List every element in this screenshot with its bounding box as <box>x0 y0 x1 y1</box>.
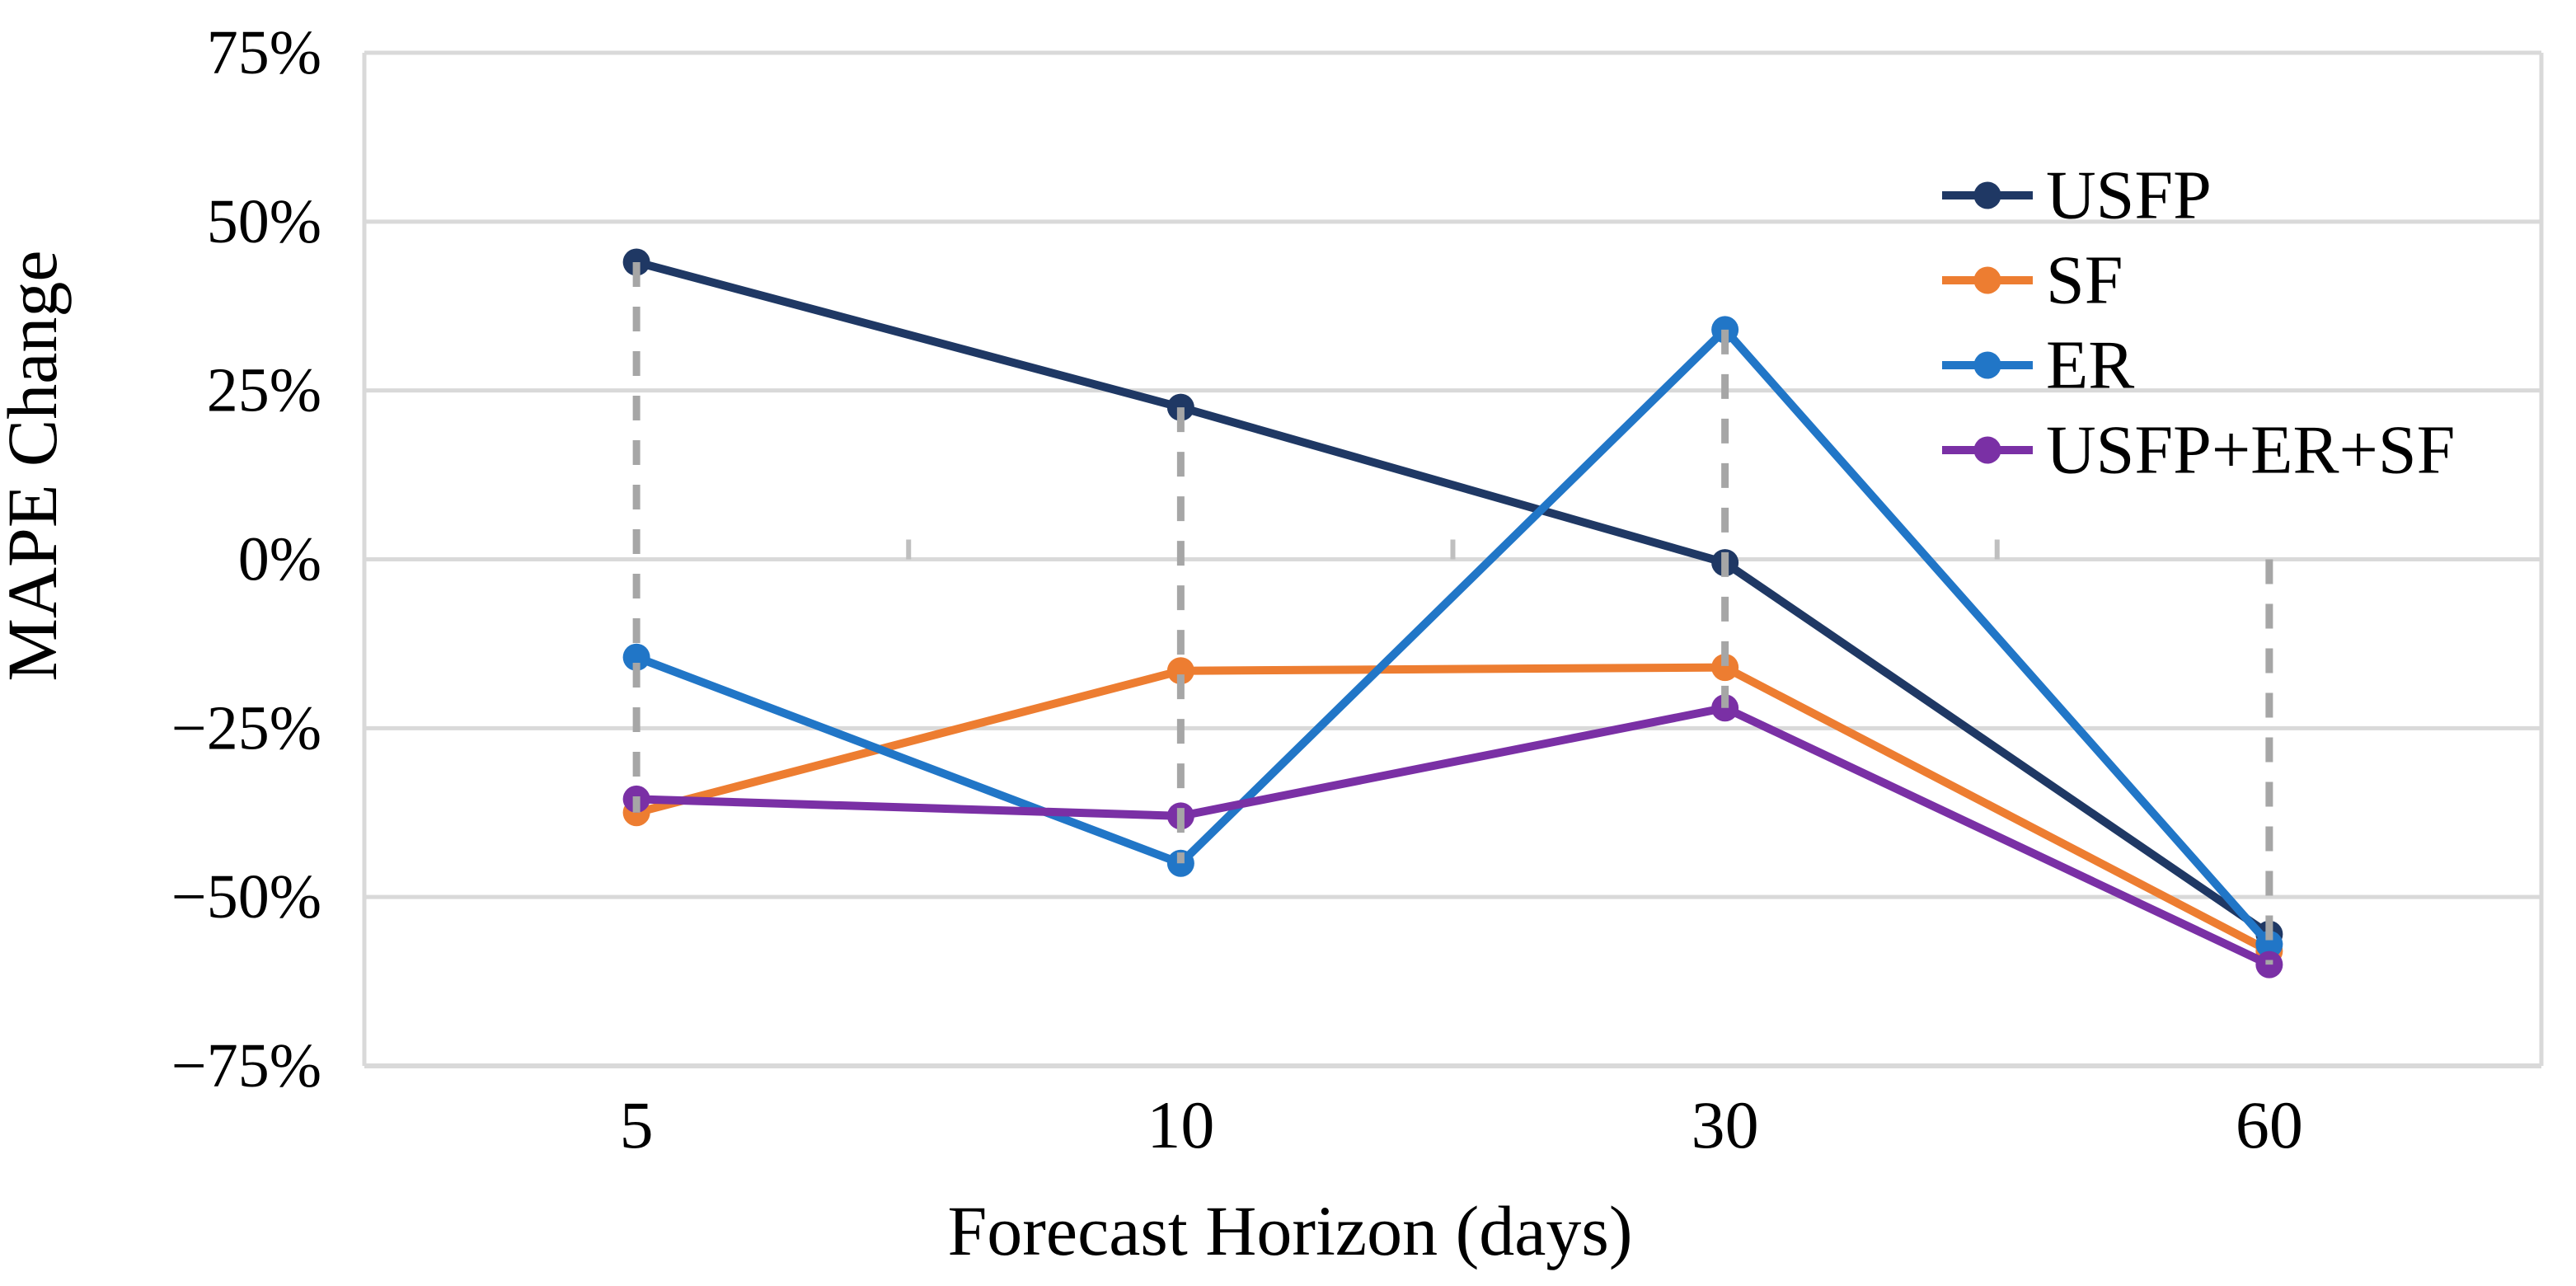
legend-item-USFP+ER+SF: USFP+ER+SF <box>1942 412 2455 489</box>
x-tick-label: 60 <box>2236 1087 2303 1162</box>
legend-item-SF: SF <box>1942 242 2123 319</box>
y-tick-label: −25% <box>171 693 321 763</box>
y-tick-label: 0% <box>238 525 321 594</box>
series-marker-ER <box>622 643 650 671</box>
category-boundary-ticks <box>906 539 2000 560</box>
drop-lines <box>632 261 2273 965</box>
legend-label: USFP+ER+SF <box>2046 412 2455 489</box>
series-marker-SF <box>1166 657 1194 685</box>
y-tick-label: 50% <box>207 187 321 256</box>
legend-label: SF <box>2046 242 2123 319</box>
y-tick-label: 75% <box>207 18 321 87</box>
y-axis-title: MAPE Change <box>0 250 72 681</box>
x-axis-tick-labels: 5 10 30 60 <box>620 1087 2303 1162</box>
legend-marker <box>1973 181 2001 209</box>
x-tick-label: 5 <box>620 1087 654 1162</box>
legend: USFP SF ER USFP+ER+SF <box>1942 157 2455 489</box>
gridlines <box>364 50 2541 1068</box>
series-line-ER <box>632 325 2273 949</box>
series-line-USFP <box>632 257 2273 939</box>
legend-marker <box>1973 266 2001 294</box>
x-axis-title: Forecast Horizon (days) <box>947 1191 1632 1270</box>
series-marker-SF <box>1711 654 1739 682</box>
series-line-SF <box>632 663 2273 955</box>
legend-label: ER <box>2046 327 2134 404</box>
legend-item-ER: ER <box>1942 327 2134 404</box>
legend-label: USFP <box>2046 157 2212 234</box>
x-tick-label: 30 <box>1692 1087 1759 1162</box>
legend-marker <box>1973 436 2001 464</box>
y-tick-label: 25% <box>207 356 321 425</box>
x-tick-label: 10 <box>1147 1087 1214 1162</box>
y-axis-tick-labels: 75% 50% 25% 0% −25% −50% −75% <box>171 18 321 1101</box>
series-line-USFP+ER+SF <box>632 703 2273 969</box>
y-tick-label: −50% <box>171 862 321 932</box>
series-marker-ER <box>2255 931 2283 959</box>
series-lines <box>622 248 2283 979</box>
legend-item-USFP: USFP <box>1942 157 2212 234</box>
legend-marker <box>1973 351 2001 379</box>
axes <box>362 53 2544 1066</box>
y-tick-label: −75% <box>171 1031 321 1101</box>
